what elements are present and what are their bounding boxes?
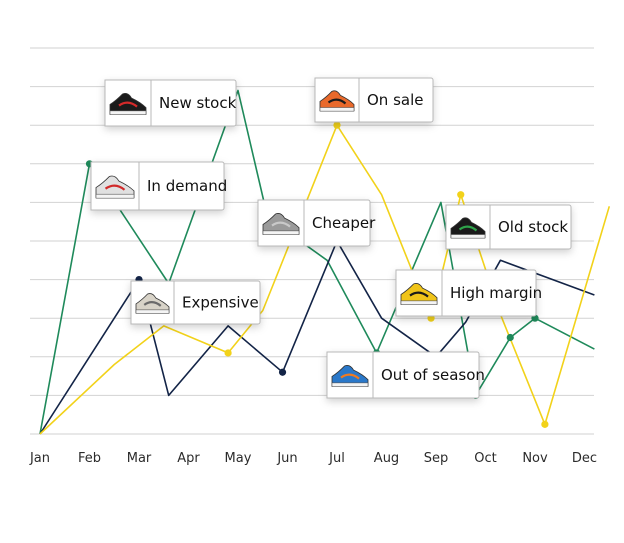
annotation-card: Out of season xyxy=(326,351,485,399)
data-point xyxy=(278,368,287,376)
x-tick-label: Jul xyxy=(328,451,345,466)
x-tick-label: Mar xyxy=(127,451,152,466)
sneaker-icon xyxy=(109,93,147,115)
x-tick-label: May xyxy=(225,451,252,466)
sneaker-icon xyxy=(450,217,486,239)
annotation-label: High margin xyxy=(450,284,542,302)
annotation-label: Out of season xyxy=(381,366,485,384)
annotation-card: Old stock xyxy=(445,204,572,250)
sneaker-icon xyxy=(331,365,369,387)
series-line-3 xyxy=(39,124,611,435)
sneaker-icon xyxy=(95,175,135,199)
annotation-label: In demand xyxy=(147,177,227,195)
data-point xyxy=(457,191,465,199)
annotation-card: In demand xyxy=(90,161,227,211)
annotation-label: Cheaper xyxy=(312,214,376,232)
data-point xyxy=(224,349,232,357)
x-tick-label: Aug xyxy=(374,451,399,466)
annotation-card: On sale xyxy=(314,77,434,123)
series-group xyxy=(39,89,611,435)
annotation-label: New stock xyxy=(159,94,237,112)
sneaker-icon xyxy=(135,293,170,314)
sneaker-icon xyxy=(319,90,355,112)
sneaker-icon xyxy=(400,283,438,305)
x-tick-label: Dec xyxy=(572,451,597,466)
x-tick-label: Sep xyxy=(424,451,449,466)
data-point xyxy=(333,121,341,129)
x-tick-label: Feb xyxy=(78,451,101,466)
x-tick-label: Oct xyxy=(474,451,496,466)
annotation-card: High margin xyxy=(395,269,542,317)
data-point xyxy=(506,333,514,342)
data-point xyxy=(541,420,549,428)
x-axis-ticks: Jan Feb Mar Apr May Jun Jul Aug Sep Oct Nov Dec xyxy=(29,451,597,466)
annotation-label: Old stock xyxy=(498,218,568,236)
sneaker-icon xyxy=(262,213,300,235)
series-line-1 xyxy=(39,89,595,435)
annotation-label: On sale xyxy=(367,91,423,109)
x-tick-label: Nov xyxy=(522,451,548,466)
annotation-label: Expensive xyxy=(182,294,259,312)
annotation-cards: New stock On sale In demand Cheaper Old stoc… xyxy=(90,77,572,399)
annotation-card: Cheaper xyxy=(257,199,376,247)
annotation-card: New stock xyxy=(104,79,237,127)
x-tick-label: Apr xyxy=(177,451,200,466)
x-tick-label: Jan xyxy=(29,451,50,466)
annotation-card: Expensive xyxy=(130,280,261,325)
x-tick-label: Jun xyxy=(276,451,297,466)
